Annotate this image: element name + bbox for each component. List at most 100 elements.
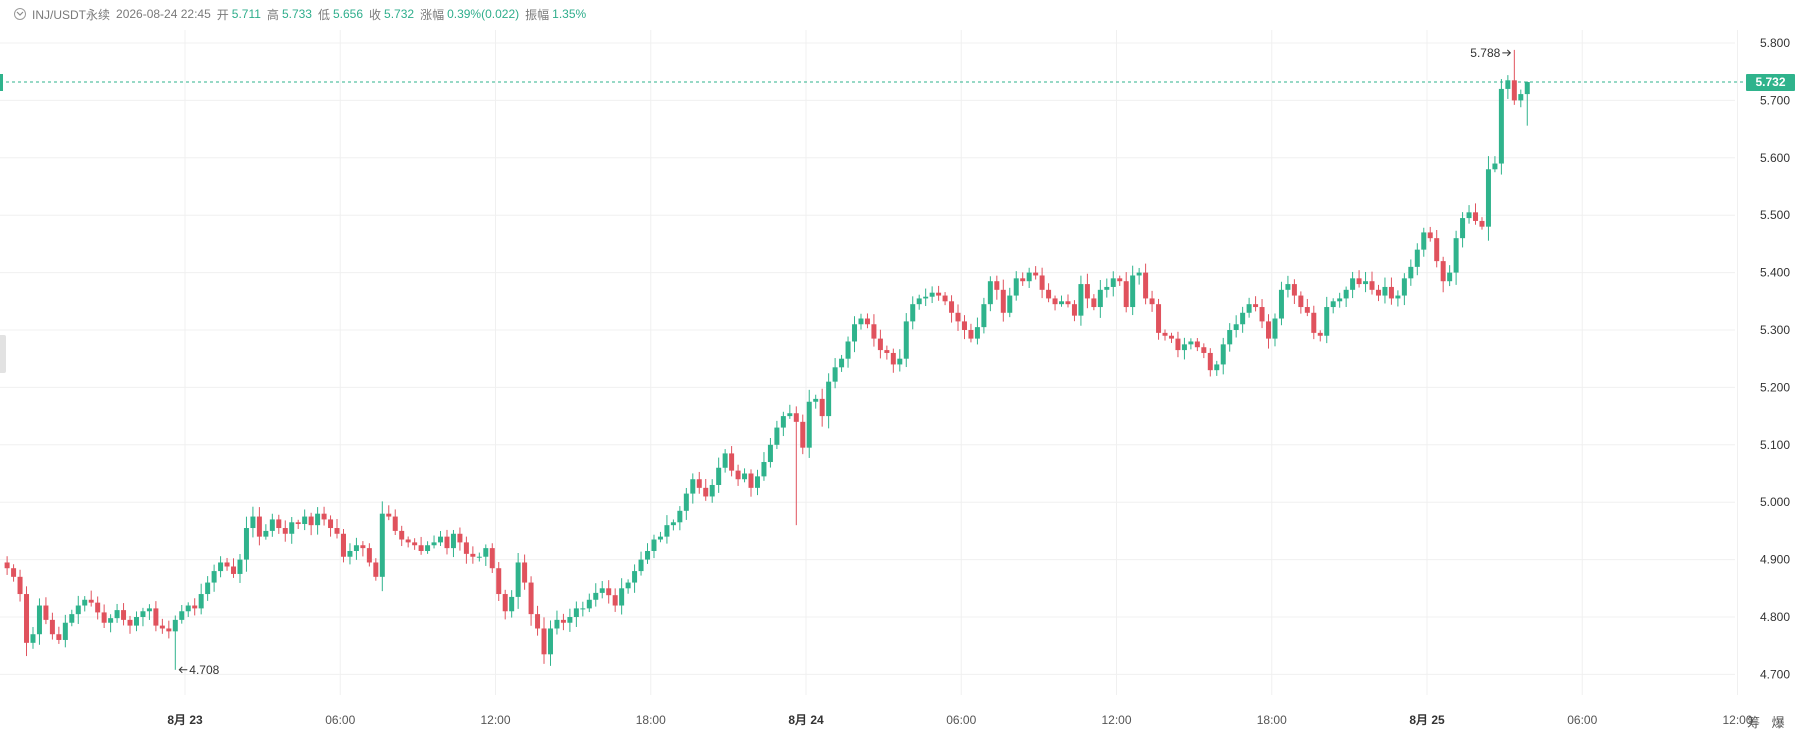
candle-body[interactable] [315,513,321,526]
candle-body[interactable] [748,473,754,488]
candle-body[interactable] [619,588,625,606]
candle-body[interactable] [1408,266,1414,279]
candle-body[interactable] [806,401,812,448]
candle-body[interactable] [729,453,735,471]
candle-body[interactable] [56,634,62,640]
candle-body[interactable] [1084,284,1090,299]
candle-body[interactable] [593,592,599,600]
candle-body[interactable] [185,605,191,612]
candle-body[interactable] [425,545,431,551]
candle-body[interactable] [606,588,612,596]
candles-layer[interactable] [4,49,1530,670]
candle-body[interactable] [929,292,935,297]
candle-body[interactable] [1259,307,1265,322]
candle-body[interactable] [638,559,644,572]
candle-body[interactable] [1291,284,1297,296]
candle-body[interactable] [140,611,146,617]
candle-body[interactable] [1427,232,1433,239]
candle-body[interactable] [1401,278,1407,296]
candle-body[interactable] [1168,335,1174,339]
candle-body[interactable] [936,292,942,296]
candle-body[interactable] [942,295,948,302]
candle-body[interactable] [910,304,916,322]
candle-body[interactable] [438,536,444,543]
candle-body[interactable] [146,608,152,612]
candle-body[interactable] [347,550,353,557]
candle-body[interactable] [1033,272,1039,276]
candle-body[interactable] [153,608,159,626]
candle-body[interactable] [282,528,288,534]
candle-body[interactable] [1136,272,1142,276]
candle-body[interactable] [1104,286,1110,290]
candle-body[interactable] [1052,298,1058,305]
candle-body[interactable] [1059,301,1065,305]
candle-body[interactable] [709,484,715,497]
candle-body[interactable] [166,628,172,632]
candle-body[interactable] [211,571,217,583]
candle-body[interactable] [24,594,30,643]
candle-body[interactable] [1356,278,1362,285]
candle-body[interactable] [1207,352,1213,371]
candle-body[interactable] [431,542,437,546]
candle-body[interactable] [1337,298,1343,302]
candle-body[interactable] [237,559,243,574]
candle-body[interactable] [295,522,301,525]
candle-body[interactable] [1233,324,1239,330]
candle-body[interactable] [1227,330,1233,345]
candle-body[interactable] [450,533,456,549]
candle-body[interactable] [1350,278,1356,290]
candle-body[interactable] [839,358,845,368]
candle-body[interactable] [645,550,651,560]
candle-body[interactable] [767,444,773,463]
candle-body[interactable] [340,533,346,557]
candle-body[interactable] [813,398,819,402]
candle-body[interactable] [159,625,165,629]
candle-body[interactable] [1078,284,1084,316]
candle-body[interactable] [845,341,851,359]
candle-body[interactable] [1046,289,1052,299]
candle-body[interactable] [127,619,133,626]
candle-body[interactable] [43,605,49,620]
candle-body[interactable] [1304,307,1310,313]
candle-body[interactable] [1485,169,1491,227]
candle-body[interactable] [224,562,230,567]
y-axis[interactable]: 4.700 4.800 4.900 5.000 5.100 5.200 5.300 5.400… [1760,36,1790,681]
candle-body[interactable] [1123,281,1129,308]
candle-body[interactable] [632,571,638,583]
candle-body[interactable] [360,545,366,549]
candle-body[interactable] [981,304,987,328]
candle-body[interactable] [994,281,1000,290]
candle-body[interactable] [774,427,780,445]
candle-body[interactable] [108,618,114,623]
candle-body[interactable] [470,553,476,557]
candle-body[interactable] [205,582,211,595]
candle-body[interactable] [231,566,237,574]
candle-body[interactable] [1375,289,1381,296]
candle-body[interactable] [95,602,101,613]
candle-body[interactable] [1511,80,1517,101]
candle-body[interactable] [1117,278,1123,282]
candle-body[interactable] [968,330,974,339]
candle-body[interactable] [761,462,767,477]
candle-body[interactable] [75,605,81,615]
candle-body[interactable] [1246,304,1252,313]
candle-body[interactable] [1460,218,1466,239]
candle-body[interactable] [657,536,663,540]
candle-body[interactable] [1492,163,1498,170]
candle-body[interactable] [535,614,541,629]
candle-body[interactable] [1343,289,1349,299]
candle-body[interactable] [69,614,75,623]
candle-body[interactable] [17,576,23,595]
candle-body[interactable] [88,599,94,603]
candle-body[interactable] [353,545,359,551]
candle-body[interactable] [418,545,424,551]
candle-body[interactable] [903,321,909,359]
candle-body[interactable] [366,548,372,563]
candle-body[interactable] [787,413,793,417]
candle-body[interactable] [580,608,586,610]
candle-body[interactable] [1505,80,1511,89]
candle-body[interactable] [1149,298,1155,305]
candle-body[interactable] [114,610,120,619]
candle-body[interactable] [696,479,702,488]
candle-body[interactable] [1188,341,1194,345]
